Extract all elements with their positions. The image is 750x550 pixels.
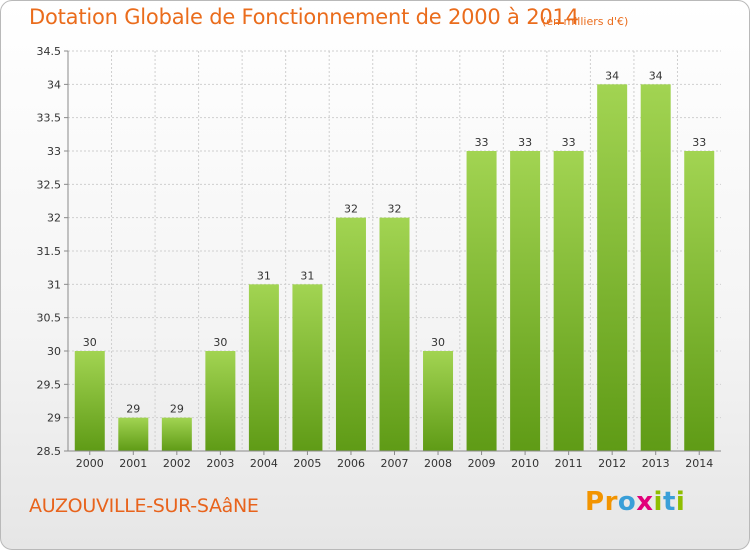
bars (74, 84, 715, 451)
bar (510, 151, 541, 451)
brand-letter: P (585, 487, 605, 517)
bar (248, 284, 279, 451)
data-label: 30 (431, 336, 445, 349)
y-tick-label: 34.5 (37, 45, 62, 58)
y-tick-label: 32 (47, 212, 61, 225)
x-tick-label: 2013 (642, 457, 670, 470)
y-tick-label: 34 (47, 78, 61, 91)
x-tick-label: 2005 (293, 457, 321, 470)
x-tick-label: 2000 (76, 457, 104, 470)
data-label: 32 (388, 203, 402, 216)
data-label: 32 (344, 203, 358, 216)
brand-letter: x (636, 487, 654, 517)
chart-unit: (en milliers d'€) (542, 15, 629, 28)
bar (335, 217, 366, 451)
bar (466, 151, 497, 451)
x-tick-label: 2001 (119, 457, 147, 470)
data-label: 33 (562, 136, 576, 149)
x-tick-label: 2002 (163, 457, 191, 470)
x-tick-label: 2010 (511, 457, 539, 470)
brand-letter: o (617, 487, 637, 517)
axes (64, 50, 721, 455)
y-tick-label: 30.5 (37, 312, 62, 325)
brand-letter: i (653, 487, 663, 517)
bar (379, 217, 410, 451)
bar (423, 351, 454, 451)
data-label: 33 (518, 136, 532, 149)
bar (640, 84, 671, 451)
bar (553, 151, 584, 451)
y-tick-label: 31.5 (37, 245, 62, 258)
x-tick-label: 2006 (337, 457, 365, 470)
bar (74, 351, 105, 451)
data-label: 31 (257, 269, 271, 282)
labels: 28.5 29 29.5 30 30.5 31 31.5 32 32.5 33 33.5 34 34.5… (37, 45, 714, 470)
bar (205, 351, 236, 451)
y-tick-label: 28.5 (37, 445, 62, 458)
brand-letter: i (675, 487, 686, 517)
data-label: 30 (213, 336, 227, 349)
x-tick-label: 2003 (206, 457, 234, 470)
x-tick-label: 2008 (424, 457, 452, 470)
brand-letter: r (604, 487, 618, 517)
x-tick-label: 2011 (555, 457, 583, 470)
data-label: 34 (649, 69, 663, 82)
brand-letter: t (662, 487, 676, 517)
bar (684, 151, 715, 451)
y-tick-label: 30 (47, 345, 61, 358)
x-tick-label: 2012 (598, 457, 626, 470)
y-tick-label: 29 (47, 412, 61, 425)
data-label: 33 (475, 136, 489, 149)
data-label: 34 (605, 69, 619, 82)
x-tick-label: 2007 (381, 457, 409, 470)
x-tick-label: 2004 (250, 457, 278, 470)
y-tick-label: 29.5 (37, 378, 62, 391)
y-tick-label: 33.5 (37, 112, 62, 125)
x-tick-label: 2014 (685, 457, 713, 470)
bar (597, 84, 628, 451)
bar (161, 417, 192, 451)
data-label: 33 (692, 136, 706, 149)
proxiti-logo[interactable]: Proxiti (585, 487, 685, 517)
data-label: 31 (300, 269, 314, 282)
chart-title: Dotation Globale de Fonctionnement de 20… (29, 5, 579, 29)
bar (118, 417, 149, 451)
bar (292, 284, 323, 451)
data-label: 30 (83, 336, 97, 349)
commune-name: AUZOUVILLE-SUR-SAâNE (29, 495, 259, 517)
data-label: 29 (170, 403, 184, 416)
data-label: 29 (126, 403, 140, 416)
y-tick-label: 33 (47, 145, 61, 158)
y-tick-label: 32.5 (37, 178, 62, 191)
y-tick-label: 31 (47, 278, 61, 291)
x-tick-label: 2009 (468, 457, 496, 470)
